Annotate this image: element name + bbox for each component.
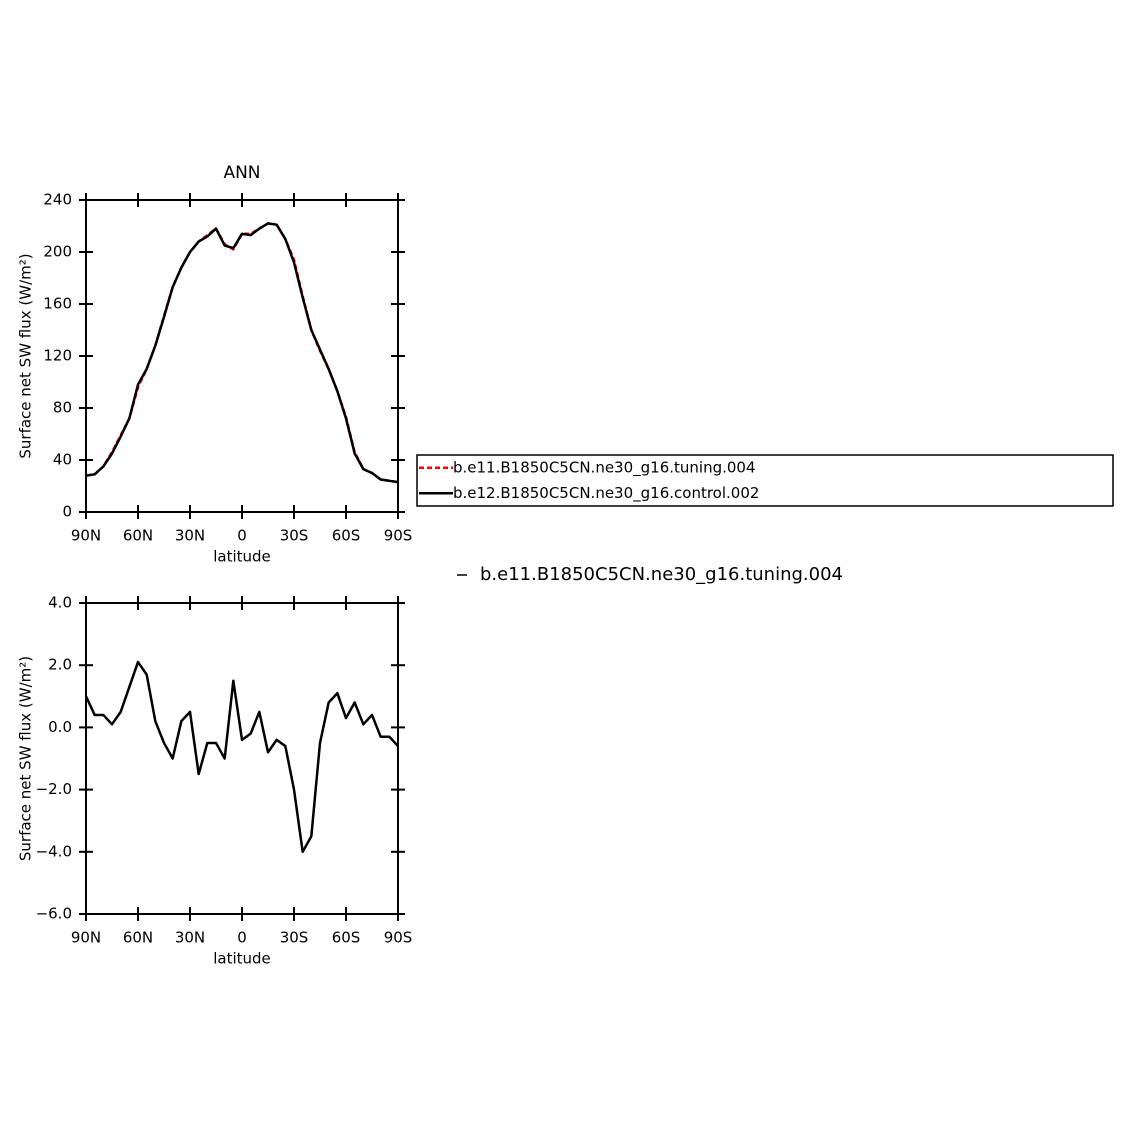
legend-label: b.e11.B1850C5CN.ne30_g16.tuning.004 (453, 458, 756, 477)
x-tick-label: 90S (384, 527, 413, 545)
y-tick-label: 2.0 (48, 656, 72, 674)
x-tick-label: 0 (237, 929, 247, 947)
y-tick-label: 80 (53, 399, 72, 417)
legend-label: b.e12.B1850C5CN.ne30_g16.control.002 (453, 484, 759, 503)
chart-title: ANN (223, 163, 260, 183)
y-tick-label: −2.0 (36, 780, 72, 798)
x-tick-label: 30S (280, 527, 309, 545)
x-tick-label: 90N (71, 527, 101, 545)
y-tick-label: 240 (43, 191, 72, 209)
y-tick-label: 0.0 (48, 718, 72, 736)
plot-frame (85, 199, 399, 513)
x-tick-label: 60S (332, 527, 361, 545)
x-tick-label: 90S (384, 929, 413, 947)
legend-frame (416, 454, 1114, 507)
y-tick-label: 160 (43, 295, 72, 313)
data-line (84, 660, 399, 854)
plot-frame (85, 602, 399, 915)
x-tick-label: 90N (71, 929, 101, 947)
data-line (85, 222, 399, 484)
x-tick-label: 0 (237, 527, 247, 545)
y-tick-label: 120 (43, 347, 72, 365)
x-tick-label: 60N (123, 527, 153, 545)
y-axis-label: Surface net SW flux (W/m²) (17, 253, 35, 458)
x-axis-label: latitude (213, 548, 271, 566)
x-axis-label: latitude (213, 950, 271, 968)
x-tick-label: 60S (332, 929, 361, 947)
y-tick-label: 0 (62, 503, 72, 521)
y-tick-label: 4.0 (48, 594, 72, 612)
x-tick-label: 30N (175, 929, 205, 947)
y-tick-label: −6.0 (36, 905, 72, 923)
y-tick-label: 40 (53, 451, 72, 469)
x-tick-label: 30N (175, 527, 205, 545)
x-tick-label: 30S (280, 929, 309, 947)
y-axis-label: Surface net SW flux (W/m²) (17, 656, 35, 861)
y-tick-label: 200 (43, 243, 72, 261)
y-tick-label: −4.0 (36, 842, 72, 860)
legend-label: b.e11.B1850C5CN.ne30_g16.tuning.004 (480, 564, 843, 585)
x-tick-label: 60N (123, 929, 153, 947)
